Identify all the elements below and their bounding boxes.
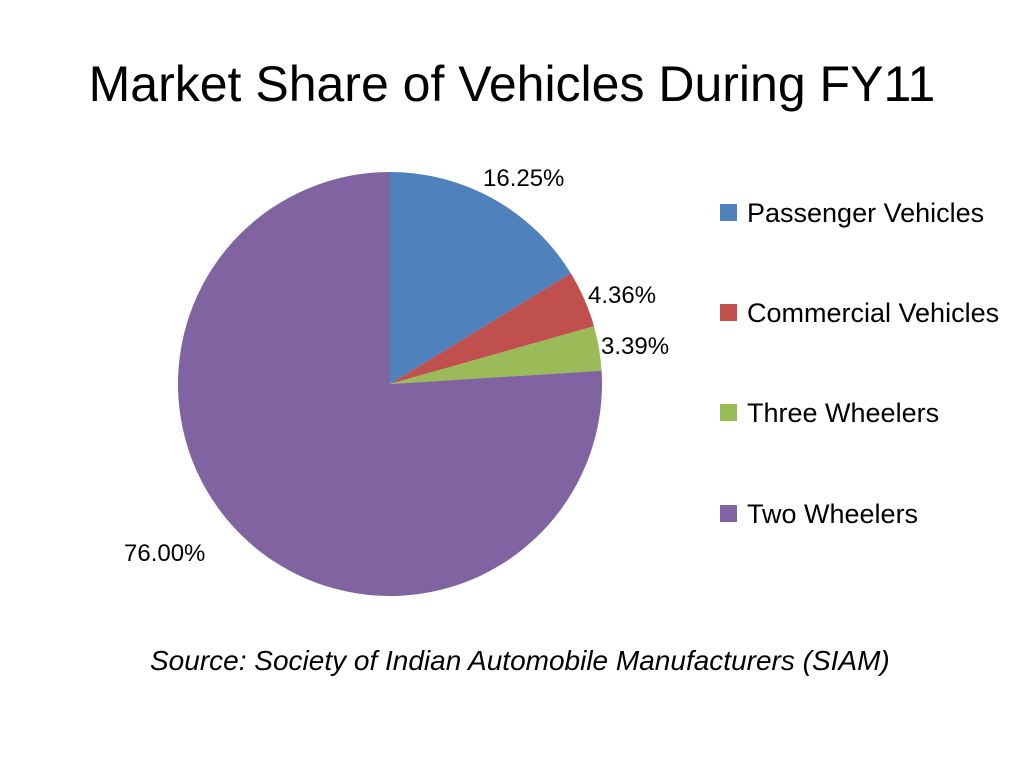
pie-slice-commercial-vehicles [390, 273, 594, 384]
legend-swatch [720, 404, 737, 421]
legend-label: Two Wheelers [747, 499, 919, 529]
legend-label: Passenger Vehicles [747, 198, 985, 228]
source-note: Source: Society of Indian Automobile Man… [150, 645, 890, 676]
legend-swatch [720, 204, 737, 221]
legend-swatch [720, 505, 737, 522]
pie-labels: 16.25% 4.36% 3.39% 76.00% [124, 165, 669, 567]
pie-chart: 16.25% 4.36% 3.39% 76.00% [124, 165, 669, 596]
data-label-three-wheelers: 3.39% [601, 333, 669, 360]
data-label-commercial-vehicles: 4.36% [588, 282, 656, 309]
pie-slice-two-wheelers [177, 172, 602, 596]
legend-label: Commercial Vehicles [747, 298, 1000, 328]
legend-item-commercial-vehicles: Commercial Vehicles [720, 292, 1002, 335]
data-label-two-wheelers: 76.00% [124, 540, 205, 567]
pie-slice-passenger-vehicles [390, 172, 571, 384]
legend-item-passenger-vehicles: Passenger Vehicles [720, 192, 1002, 235]
legend-item-two-wheelers: Two Wheelers [720, 493, 1002, 536]
slide-title: Market Share of Vehicles During FY11 [88, 56, 936, 112]
legend-swatch [720, 304, 737, 321]
pie-slices [177, 172, 602, 596]
data-label-passenger-vehicles: 16.25% [483, 165, 564, 192]
legend-item-three-wheelers: Three Wheelers [720, 392, 1002, 435]
pie-slice-three-wheelers [390, 326, 602, 384]
legend-label: Three Wheelers [747, 398, 940, 428]
